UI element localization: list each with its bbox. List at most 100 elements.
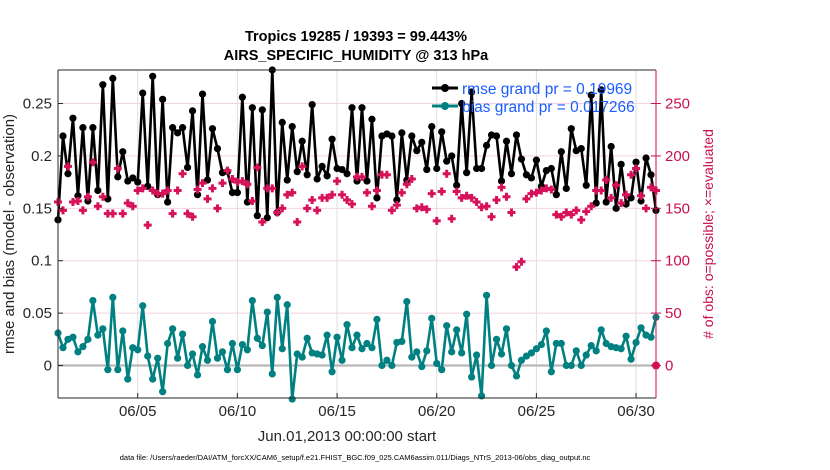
obs-count-point — [148, 186, 157, 195]
bias-point — [552, 339, 560, 348]
bias-point — [502, 325, 511, 333]
obs-count-marker — [188, 212, 197, 221]
obs-count-point — [283, 190, 292, 199]
bias-point — [592, 347, 600, 355]
rmse-point — [253, 212, 261, 220]
obs-count-marker — [477, 203, 486, 212]
rmse-point — [69, 114, 77, 122]
bias-point — [368, 344, 376, 352]
rmse-point — [258, 106, 266, 114]
rmse-point — [567, 125, 575, 133]
rmse-point — [463, 169, 471, 177]
rmse-point — [547, 164, 555, 173]
rmse-point — [228, 189, 237, 197]
obs-count-point — [213, 204, 222, 213]
rmse-point — [413, 147, 421, 155]
bias-point — [408, 353, 416, 361]
rmse-point — [632, 158, 640, 166]
obs-count-point — [442, 169, 451, 178]
obs-count-marker — [273, 208, 282, 217]
bias-point — [109, 293, 117, 301]
bias-point — [487, 361, 496, 370]
rmse-point — [248, 104, 256, 112]
obs-count-marker — [308, 195, 317, 204]
bias-point — [557, 339, 565, 348]
bias-point — [69, 333, 77, 341]
obs-count-point — [477, 203, 486, 212]
obs-count-marker — [98, 192, 107, 201]
rmse-point — [188, 107, 197, 115]
chart-title-line2: AIRS_SPECIFIC_HUMIDITY @ 313 hPa — [224, 48, 489, 64]
obs-count-point — [407, 174, 416, 183]
bias-point — [79, 343, 87, 351]
obs-count-marker — [522, 194, 531, 203]
obs-count-point — [63, 162, 72, 171]
obs-count-marker — [497, 183, 506, 192]
bias-point — [223, 366, 232, 374]
obs-count-marker — [178, 169, 187, 178]
y2-tick-label: 100 — [665, 253, 690, 270]
y2-axis-label: # of obs: o=possible; ×=evaluated — [700, 129, 716, 339]
obs-count-point — [263, 184, 272, 193]
obs-count-point — [323, 193, 332, 202]
obs-count-point — [522, 194, 531, 203]
obs-count-marker — [293, 217, 302, 226]
obs-count-marker — [333, 177, 342, 186]
bias-point — [622, 332, 630, 340]
obs-count-point — [143, 221, 152, 230]
obs-count-point — [627, 170, 636, 179]
obs-count-point — [562, 208, 571, 217]
obs-count-marker — [303, 204, 312, 213]
obs-count-marker — [427, 189, 436, 198]
bias-point — [423, 347, 431, 355]
obs-count-point — [88, 158, 97, 167]
bias-point — [353, 331, 361, 339]
obs-count-point — [637, 191, 646, 200]
rmse-point — [433, 164, 441, 173]
obs-count-point — [467, 193, 476, 202]
bias-point — [84, 335, 92, 343]
bias-point — [233, 366, 241, 374]
data-file-footer: data file: /Users/raeder/DAI/ATM_forcXX/… — [120, 453, 591, 462]
obs-count-point — [552, 210, 561, 219]
obs-count-point — [173, 186, 182, 195]
bias-point — [453, 326, 461, 334]
bias-point — [507, 361, 516, 370]
rmse-point — [577, 144, 585, 153]
rmse-point — [303, 171, 311, 179]
obs-count-marker — [502, 192, 511, 201]
bias-point — [492, 335, 501, 343]
bias-point — [169, 325, 177, 333]
rmse-point — [198, 90, 207, 98]
bias-point — [164, 339, 172, 348]
obs-count-point — [228, 174, 237, 183]
y2-tick-label: 0 — [665, 358, 673, 375]
y2-tick-label: 50 — [665, 305, 682, 322]
obs-count-marker — [482, 202, 491, 211]
obs-count-point — [587, 202, 596, 211]
obs-count-point — [527, 189, 536, 198]
obs-count-point — [367, 202, 376, 211]
y-tick-label: 0 — [44, 358, 52, 375]
bias-point — [458, 349, 466, 357]
bias-point — [154, 354, 162, 362]
rmse-point — [233, 189, 241, 197]
obs-count-point — [647, 183, 656, 192]
rmse-point — [517, 155, 526, 163]
obs-count-point — [357, 172, 366, 181]
obs-count-point — [622, 190, 631, 199]
obs-count-marker — [218, 179, 227, 188]
obs-count-point — [472, 198, 481, 207]
bias-point — [577, 361, 585, 370]
bias-point — [124, 375, 132, 383]
obs-count-point — [253, 163, 262, 172]
obs-count-point — [592, 186, 601, 195]
obs-count-point — [487, 212, 496, 221]
rmse-point — [477, 164, 486, 173]
obs-count-marker — [507, 208, 516, 217]
obs-count-point — [268, 184, 277, 193]
bias-point — [159, 388, 167, 396]
obs-count-marker — [412, 204, 421, 213]
obs-count-point — [432, 216, 441, 225]
